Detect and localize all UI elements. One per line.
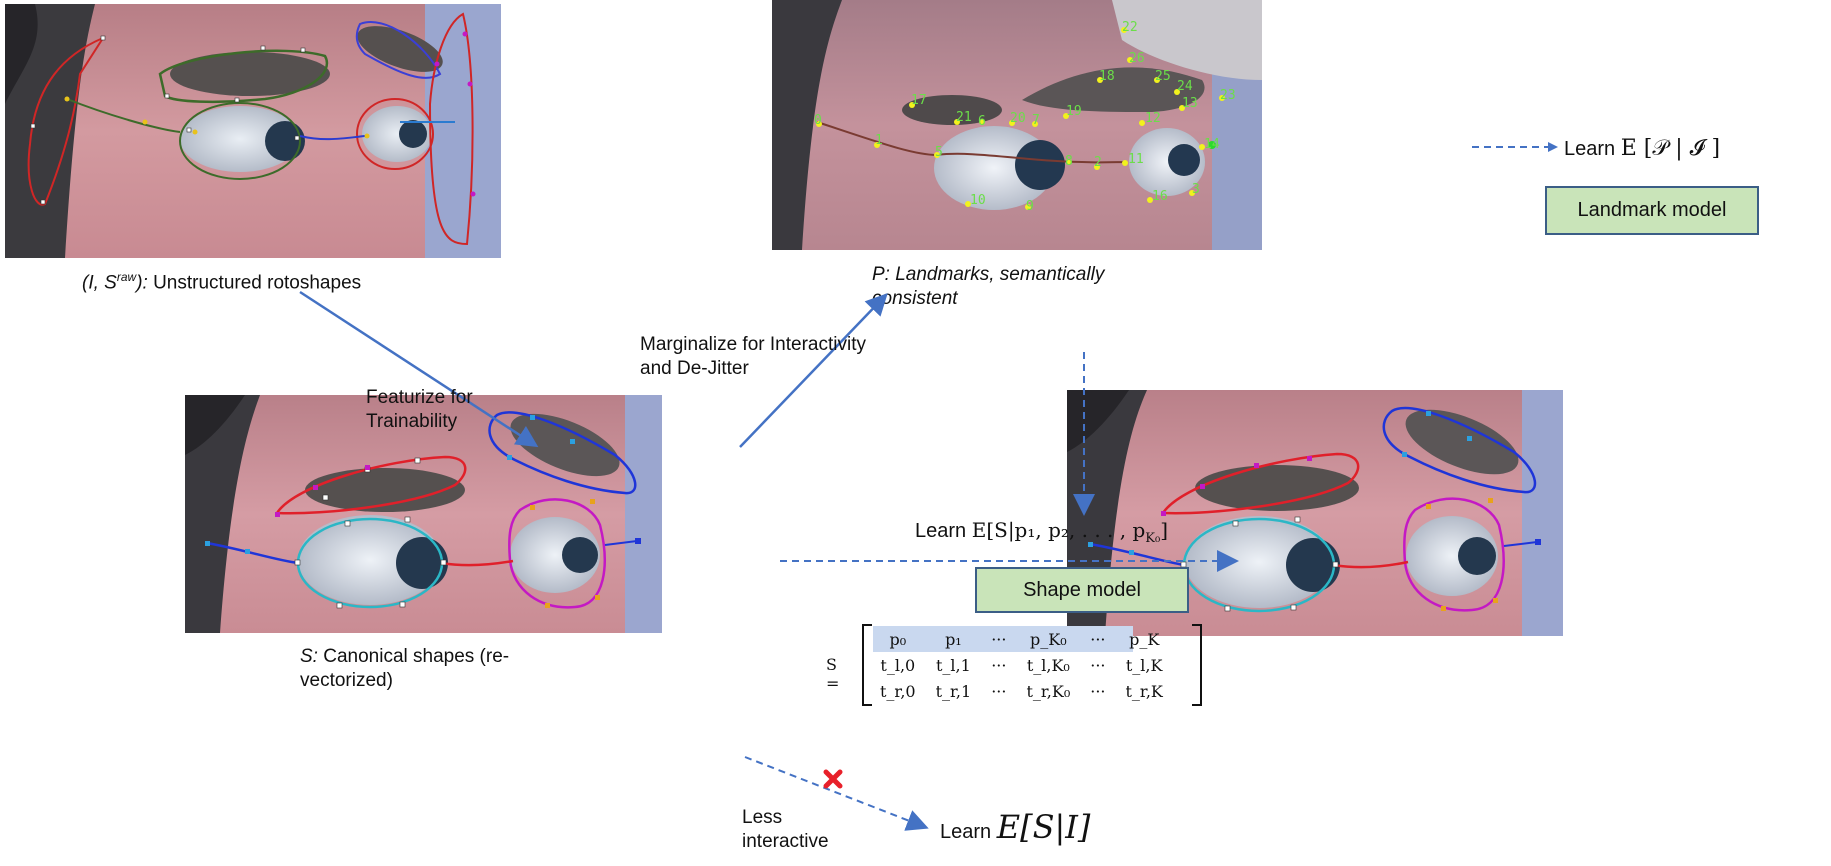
matrix-cell: t_l,K	[1125, 655, 1163, 675]
matrix-cell: ···	[991, 681, 1007, 701]
svg-text:22: 22	[1122, 20, 1138, 35]
svg-text:3: 3	[1192, 182, 1200, 197]
matrix-cell: ···	[1090, 655, 1106, 675]
svg-text:16: 16	[1152, 189, 1168, 204]
svg-text:5: 5	[935, 145, 943, 160]
landmark-model-box: Landmark model	[1545, 186, 1759, 235]
matrix-cell: t_r,1	[935, 681, 972, 701]
matrix-cell: t_l,K₀	[1026, 655, 1070, 675]
featurize-label: Featurize for Trainability	[366, 387, 473, 432]
marginalize-arrow	[739, 293, 888, 448]
svg-text:12: 12	[1145, 111, 1161, 126]
matrix-cell: ···	[1090, 629, 1106, 649]
predicted-shapes-image	[1067, 390, 1563, 636]
svg-text:13: 13	[1182, 96, 1198, 111]
canonical-shapes-image	[185, 395, 662, 633]
shape-model-box: Shape model	[975, 567, 1189, 613]
matrix-cell: p_K	[1129, 629, 1160, 649]
matrix-cell: ···	[1090, 681, 1106, 701]
matrix-lhs: S =	[826, 655, 840, 693]
svg-text:0: 0	[814, 113, 822, 128]
matrix-cell: t_l,1	[935, 655, 971, 675]
matrix-cell: ···	[991, 655, 1007, 675]
svg-text:11: 11	[1128, 152, 1144, 167]
svg-text:8: 8	[1065, 154, 1073, 169]
matrix-cell: t_r,K	[1125, 681, 1163, 701]
matrix-cell: ···	[991, 629, 1007, 649]
svg-text:10: 10	[970, 193, 986, 208]
svg-text:6: 6	[978, 114, 986, 129]
raw-rotoshapes-image	[5, 4, 501, 258]
svg-text:24: 24	[1177, 79, 1193, 94]
matrix-cell: t_r,K₀	[1026, 681, 1071, 701]
landmarks-image: 0 1 2 11 5 6 7 8 9 10 12 13 14 16 17 18 …	[772, 0, 1262, 250]
raw-caption: (I, Sraw): Unstructured rotoshapes	[82, 270, 362, 294]
matrix-cell: p_K₀	[1030, 629, 1067, 649]
svg-text:14: 14	[1204, 137, 1220, 152]
svg-text:2: 2	[1094, 155, 1102, 170]
svg-text:20: 20	[1010, 111, 1026, 126]
svg-text:18: 18	[1099, 69, 1115, 84]
svg-text:7: 7	[1032, 113, 1040, 128]
rejected-x-icon	[823, 769, 843, 789]
svg-text:26: 26	[1129, 51, 1145, 66]
marginalize-label: Marginalize for Interactivity and De-Jitt…	[640, 334, 866, 379]
matrix-cell: p₁	[945, 629, 962, 649]
svg-text:19: 19	[1066, 104, 1082, 119]
matrix-cell: t_r,0	[880, 681, 916, 701]
matrix-cell: t_l,0	[880, 655, 916, 675]
svg-text:23: 23	[1220, 88, 1236, 103]
svg-text:9: 9	[1026, 199, 1034, 214]
svg-text:25: 25	[1155, 69, 1171, 84]
landmarks-caption: P: Landmarks, semantically consistent	[872, 264, 1105, 309]
featurize-arrow	[299, 290, 539, 448]
svg-text:17: 17	[911, 93, 927, 108]
svg-text:21: 21	[956, 110, 972, 125]
svg-text:1: 1	[875, 133, 883, 148]
matrix-cell: p₀	[889, 629, 907, 649]
canonical-caption: S: Canonical shapes (re-vectorized)	[300, 646, 510, 691]
learn-direct-formula: Learn E[S|I]	[940, 808, 1091, 846]
less-interactive-label: Less interactive	[742, 807, 829, 852]
learn-landmark-formula: Learn E [𝒫 | 𝓘 ]	[1564, 136, 1721, 161]
learn-shape-formula: Learn E[S|p₁, p₂, . . . , pK₀]	[915, 518, 1169, 546]
less-interactive-arrow	[744, 756, 929, 831]
